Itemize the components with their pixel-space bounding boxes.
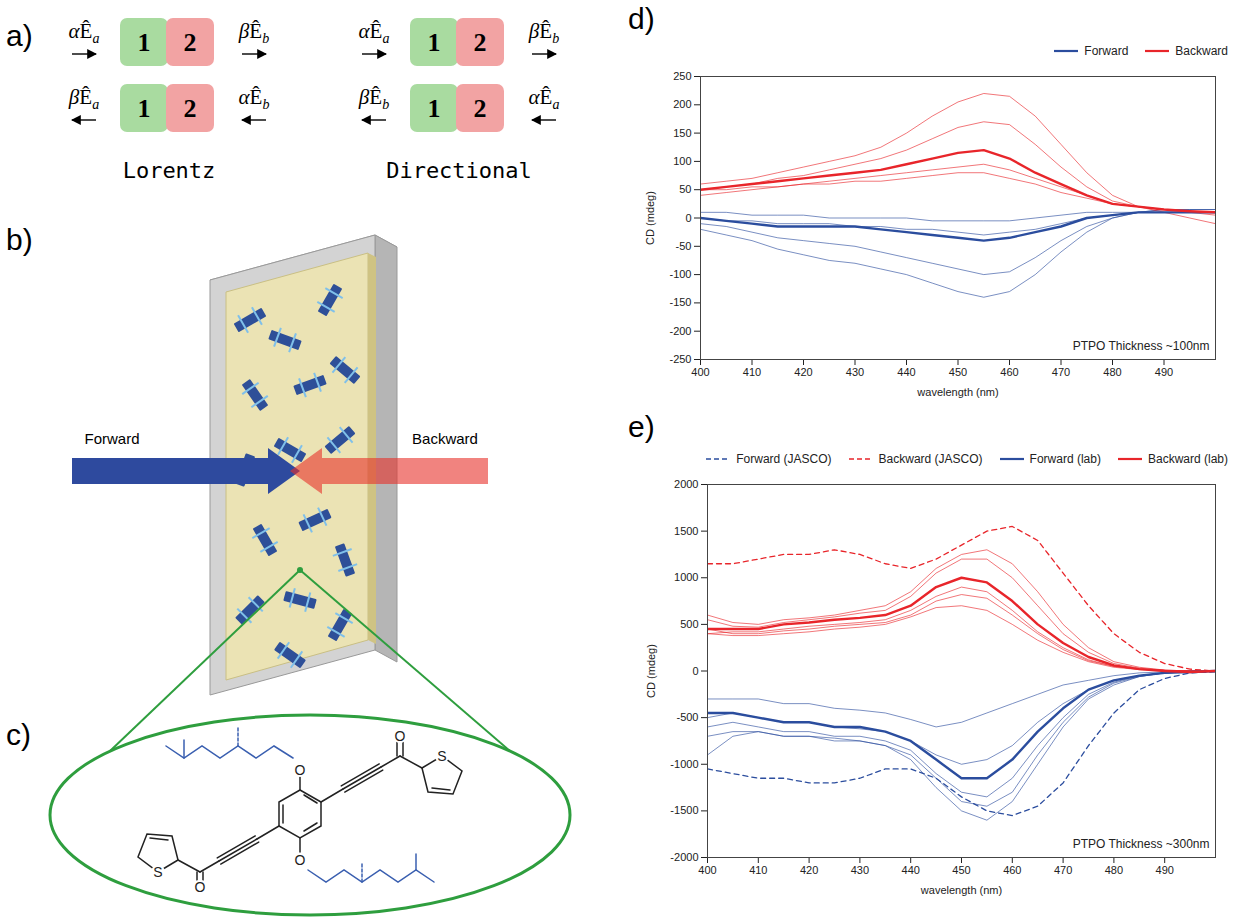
svg-text:460: 460 (1000, 366, 1018, 378)
svg-text:0: 0 (692, 665, 698, 677)
html-text:Forward (JASCO): Forward (JASCO) (736, 452, 832, 466)
svg-text:2: 2 (184, 28, 197, 57)
svg-text:1500: 1500 (674, 525, 698, 537)
svg-text:420: 420 (794, 366, 812, 378)
html-text:Backward: Backward (1175, 44, 1228, 58)
svg-text:500: 500 (680, 618, 698, 630)
svg-text:-2000: -2000 (670, 851, 698, 863)
svg-text:Forward: Forward (84, 430, 139, 447)
html-text:Backward (JASCO): Backward (JASCO) (878, 452, 983, 466)
svg-text:O: O (295, 852, 306, 868)
svg-text:100: 100 (673, 155, 691, 167)
svg-text:αÊa: αÊa (69, 19, 100, 46)
svg-text:PTPO Thickness ~100nm: PTPO Thickness ~100nm (1073, 339, 1210, 353)
svg-text:1: 1 (138, 94, 151, 123)
svg-text:-1500: -1500 (670, 804, 698, 816)
svg-text:-150: -150 (669, 296, 691, 308)
svg-text:1000: 1000 (674, 571, 698, 583)
svg-text:βÊb: βÊb (238, 19, 269, 46)
svg-text:400: 400 (691, 366, 709, 378)
svg-text:150: 150 (673, 127, 691, 139)
svg-text:-500: -500 (676, 711, 698, 723)
svg-text:450: 450 (949, 366, 967, 378)
svg-text:c): c) (6, 718, 31, 751)
svg-text:250: 250 (673, 70, 691, 82)
svg-text:440: 440 (902, 864, 920, 876)
svg-text:440: 440 (897, 366, 915, 378)
html-text:e): e) (628, 410, 655, 443)
svg-text:410: 410 (743, 366, 761, 378)
html-text:d): d) (628, 2, 655, 35)
svg-text:b): b) (6, 223, 33, 256)
svg-text:O: O (195, 879, 206, 895)
svg-text:βÊa: βÊa (68, 85, 99, 112)
svg-text:Backward: Backward (412, 430, 478, 447)
html-text:Backward (lab): Backward (lab) (1148, 452, 1228, 466)
html-text:Forward: Forward (1084, 44, 1129, 58)
svg-text:1: 1 (138, 28, 151, 57)
svg-text:-250: -250 (669, 353, 691, 365)
svg-text:αÊa: αÊa (359, 19, 390, 46)
svg-text:2000: 2000 (674, 478, 698, 490)
svg-text:480: 480 (1103, 366, 1121, 378)
svg-text:αÊa: αÊa (529, 85, 560, 112)
svg-text:450: 450 (952, 864, 970, 876)
svg-text:Lorentz: Lorentz (123, 158, 216, 183)
svg-text:430: 430 (851, 864, 869, 876)
svg-text:470: 470 (1054, 864, 1072, 876)
html-text:Forward (lab): Forward (lab) (1029, 452, 1101, 466)
svg-text:1: 1 (428, 94, 441, 123)
svg-text:-100: -100 (669, 268, 691, 280)
svg-text:400: 400 (698, 864, 716, 876)
svg-text:0: 0 (685, 212, 691, 224)
svg-text:wavelength (nm): wavelength (nm) (920, 884, 1002, 896)
svg-text:2: 2 (474, 94, 487, 123)
svg-text:2: 2 (184, 94, 197, 123)
svg-text:-1000: -1000 (670, 758, 698, 770)
svg-text:410: 410 (749, 864, 767, 876)
svg-text:PTPO Thickness ~300nm: PTPO Thickness ~300nm (1073, 837, 1210, 851)
svg-text:S: S (437, 748, 446, 764)
svg-text:200: 200 (673, 98, 691, 110)
svg-text:490: 490 (1156, 864, 1174, 876)
svg-text:βÊb: βÊb (528, 19, 559, 46)
svg-text:430: 430 (846, 366, 864, 378)
svg-text:CD (mdeg): CD (mdeg) (644, 191, 656, 245)
svg-text:490: 490 (1155, 366, 1173, 378)
svg-text:CD (mdeg): CD (mdeg) (645, 644, 657, 698)
svg-text:420: 420 (800, 864, 818, 876)
svg-text:wavelength (nm): wavelength (nm) (916, 386, 998, 398)
svg-text:βÊb: βÊb (358, 85, 389, 112)
svg-text:S: S (153, 864, 162, 880)
svg-text:-200: -200 (669, 325, 691, 337)
svg-text:O: O (295, 762, 306, 778)
svg-text:a): a) (6, 19, 33, 52)
svg-text:460: 460 (1003, 864, 1021, 876)
svg-text:470: 470 (1052, 366, 1070, 378)
svg-text:480: 480 (1105, 864, 1123, 876)
svg-text:1: 1 (428, 28, 441, 57)
svg-text:αÊb: αÊb (239, 85, 270, 112)
svg-text:O: O (395, 728, 406, 744)
svg-text:Directional: Directional (386, 158, 532, 183)
svg-text:50: 50 (679, 183, 691, 195)
svg-text:-50: -50 (676, 240, 692, 252)
svg-text:2: 2 (474, 28, 487, 57)
